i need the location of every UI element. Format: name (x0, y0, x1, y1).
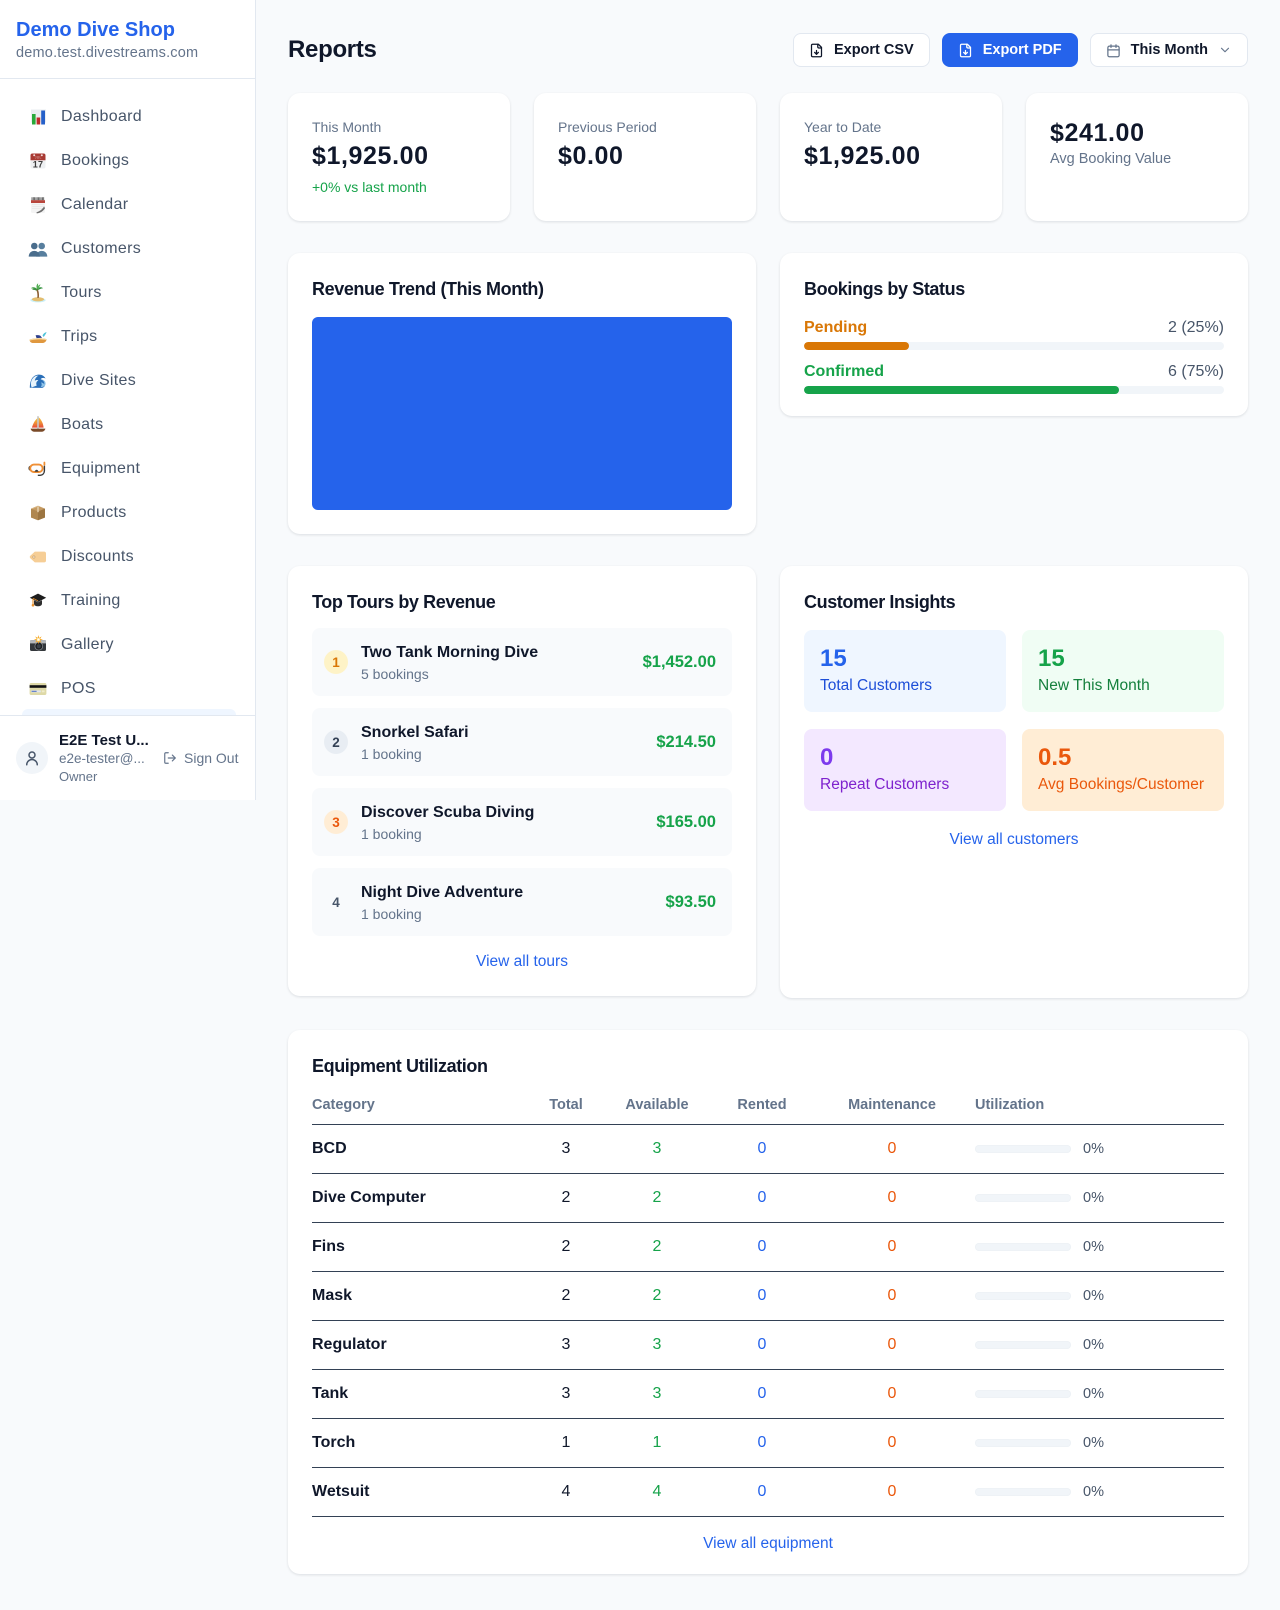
svg-text:JUL: JUL (35, 156, 42, 160)
svg-text:17: 17 (33, 159, 44, 169)
